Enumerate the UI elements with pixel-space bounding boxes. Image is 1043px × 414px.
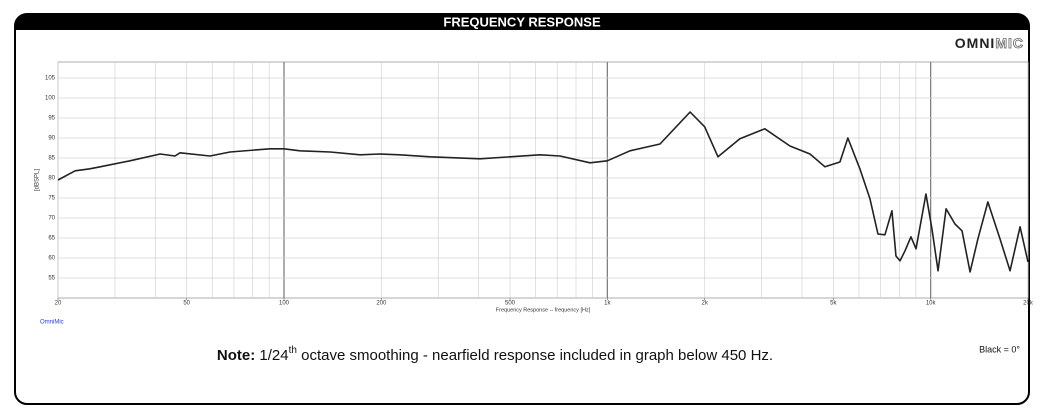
plot-area [57, 61, 1029, 299]
y-tick-label: 60 [48, 256, 55, 262]
note-superscript: th [289, 345, 297, 356]
y-tick-label: 80 [48, 176, 55, 182]
y-tick-label: 100 [45, 96, 56, 102]
x-axis-label: Frequency Response -- frequency [Hz] [496, 307, 591, 313]
note-label: Note: [217, 347, 255, 364]
legend-note: Black = 0° [979, 344, 1020, 354]
note-text: octave smoothing - nearfield response in… [297, 347, 773, 364]
x-tick-label: 200 [376, 301, 387, 307]
logo: OMNIMIC [955, 35, 1024, 51]
y-tick-label: 75 [48, 196, 55, 202]
x-tick-label: 2k [701, 301, 708, 307]
x-tick-label: 100 [279, 301, 290, 307]
y-axis-label: [dBSPL] [35, 169, 41, 191]
x-tick-label: 500 [505, 301, 516, 307]
response-line [57, 111, 1029, 273]
y-tick-label: 105 [45, 76, 56, 82]
y-tick-label: 85 [48, 156, 55, 162]
note-text: 1/24 [255, 347, 288, 364]
x-tick-label: 1k [604, 301, 611, 307]
x-tick-label: 10k [926, 301, 937, 307]
y-tick-label: 65 [48, 236, 55, 242]
y-tick-label: 90 [48, 136, 55, 142]
x-tick-label: 5k [830, 301, 837, 307]
brand-label: OmniMic [40, 320, 64, 326]
x-tick-label: 20k [1023, 301, 1034, 307]
y-tick-label: 95 [48, 116, 55, 122]
chart-title: FREQUENCY RESPONSE [443, 14, 601, 29]
note: Note: 1/24th octave smoothing - nearfiel… [217, 345, 773, 364]
y-tick-label: 55 [48, 276, 55, 282]
x-tick-label: 50 [183, 301, 190, 307]
header-bar [15, 14, 1029, 30]
logo-bold: OMNI [955, 35, 996, 51]
x-tick-label: 20 [55, 301, 62, 307]
y-tick-label: 70 [48, 216, 55, 222]
plot [57, 111, 1029, 273]
logo-outline: MIC [995, 35, 1024, 51]
